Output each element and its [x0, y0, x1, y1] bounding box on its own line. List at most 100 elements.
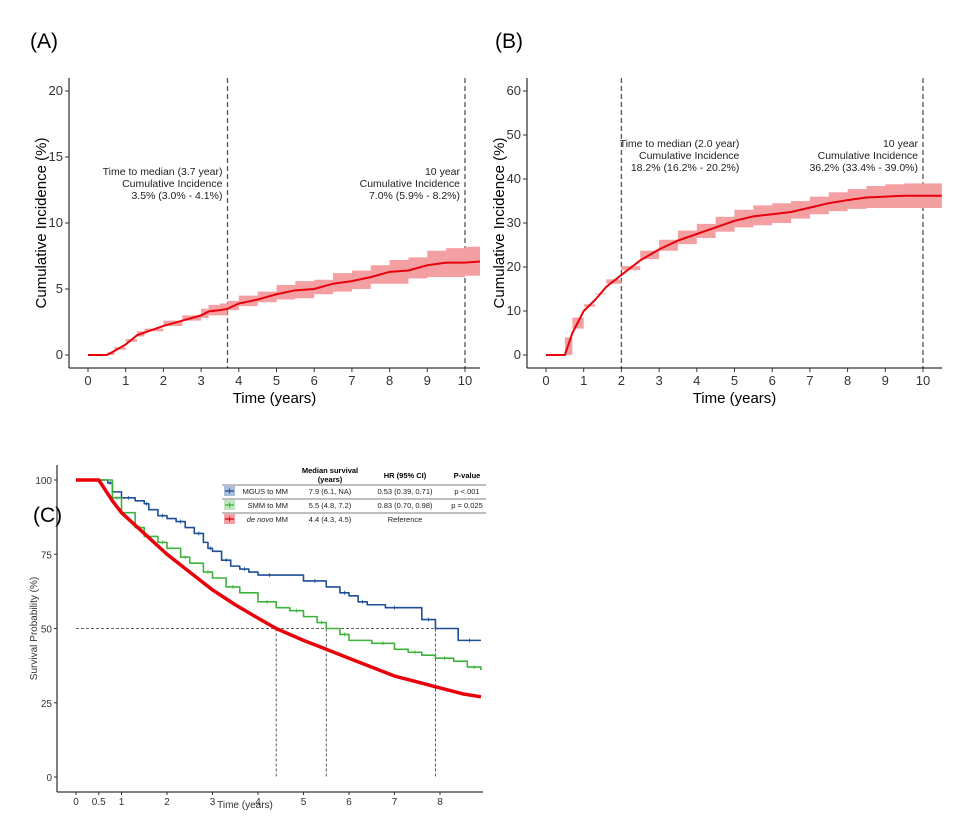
x-tick-label: 0: [73, 797, 79, 808]
legend-median: 7.9 (6.1, NA): [309, 487, 352, 496]
x-tick-label: 3: [210, 797, 216, 808]
y-tick-label: 10: [507, 303, 521, 318]
y-tick-label: 20: [49, 83, 63, 98]
y-tick-label: 75: [41, 550, 53, 561]
annotation-text: Cumulative Incidence: [360, 178, 461, 190]
x-tick-label: 9: [424, 373, 431, 388]
legend-hr: 0.53 (0.39, 0.71): [377, 487, 433, 496]
legend-label-italic: de novo: [247, 515, 274, 524]
x-tick-label: 0: [84, 373, 91, 388]
y-tick-label: 10: [49, 215, 63, 230]
panel-label: (A): [30, 30, 58, 53]
x-tick-label: 3: [197, 373, 204, 388]
plot-area: [88, 78, 480, 368]
annotation-text: 36.2% (33.4% - 39.0%): [809, 162, 918, 174]
y-tick-label: 60: [507, 83, 521, 98]
x-tick-label: 5: [731, 373, 738, 388]
annotation-text: 18.2% (16.2% - 20.2%): [631, 162, 740, 174]
y-tick-label: 0: [46, 773, 52, 784]
x-tick-label: 7: [348, 373, 355, 388]
annotation-text: Time to median (2.0 year): [620, 138, 740, 150]
x-tick-label: 2: [160, 373, 167, 388]
plot-area: [76, 478, 482, 777]
survival-line-3: [76, 478, 482, 699]
y-tick-label: 50: [41, 625, 53, 636]
legend-label: SMM to MM: [248, 501, 288, 510]
x-tick-label: 3: [655, 373, 662, 388]
x-axis-label: Time (years): [233, 390, 317, 407]
y-axis-label: Cumulative Incidence (%): [491, 138, 508, 309]
x-tick-label: 0.5: [92, 797, 106, 808]
legend-header: Median survival: [302, 466, 358, 475]
confidence-band: [88, 246, 480, 355]
x-tick-label: 1: [580, 373, 587, 388]
annotation-text: Time to median (3.7 year): [103, 166, 223, 178]
x-tick-label: 10: [458, 373, 472, 388]
x-tick-label: 9: [882, 373, 889, 388]
legend-label-rest: MM: [273, 515, 288, 524]
x-tick-label: 1: [122, 373, 129, 388]
annotation-text: 10 year: [883, 138, 919, 150]
x-tick-label: 4: [693, 373, 700, 388]
x-tick-label: 2: [164, 797, 170, 808]
y-tick-label: 50: [507, 127, 521, 142]
legend-pvalue: p = 0.025: [451, 501, 483, 510]
confidence-band: [546, 183, 942, 355]
y-tick-label: 30: [507, 215, 521, 230]
x-tick-label: 4: [235, 373, 242, 388]
panel-b: (B) 0 10 20 30 40 50 60 0 1 2 3 4 5 6 7 8 9 10 Time (years)…: [491, 30, 942, 407]
annotation-text: 10 year: [425, 166, 461, 178]
legend-median: 5.5 (4.8, 7.2): [309, 501, 352, 510]
panel-label: (C): [33, 504, 62, 527]
plot-area: [546, 78, 942, 368]
panel-label: (B): [495, 30, 523, 53]
panel-c: (C) 0 25 50 75 100 0 0.5 1 2 3 4 5 6 7 8 Time (years) Sur…: [29, 465, 486, 811]
y-tick-label: 0: [56, 347, 63, 362]
annotation-text: 3.5% (3.0% - 4.1%): [131, 190, 222, 202]
y-tick-label: 5: [56, 281, 63, 296]
x-axis-label: Time (years): [693, 390, 777, 407]
y-tick-label: 100: [35, 476, 52, 487]
x-tick-label: 1: [119, 797, 125, 808]
incidence-line: [546, 194, 942, 356]
legend-hr: Reference: [388, 515, 423, 524]
x-tick-label: 0: [542, 373, 549, 388]
y-tick-label: 15: [49, 149, 63, 164]
annotation-text: 7.0% (5.9% - 8.2%): [369, 190, 460, 202]
x-tick-label: 7: [392, 797, 398, 808]
x-tick-label: 6: [311, 373, 318, 388]
y-tick-label: 0: [514, 347, 521, 362]
x-tick-label: 2: [618, 373, 625, 388]
y-tick-label: 25: [41, 699, 53, 710]
x-tick-label: 10: [916, 373, 930, 388]
annotation-text: Cumulative Incidence: [818, 150, 919, 162]
legend-pvalue: p <.001: [454, 487, 479, 496]
x-tick-label: 6: [346, 797, 352, 808]
y-tick-label: 20: [507, 259, 521, 274]
legend-hr: 0.83 (0.70, 0.98): [377, 501, 433, 510]
y-axis-label: Survival Probability (%): [29, 577, 40, 680]
legend-header: (years): [318, 475, 343, 484]
x-tick-label: 8: [437, 797, 443, 808]
incidence-line: [88, 260, 480, 356]
x-tick-label: 5: [301, 797, 307, 808]
panel-a: (A) 0 5 10 15 20 0 1 2 3 4 5 6 7 8 9 10 Time (years) Cumul…: [30, 30, 480, 407]
legend-label: MGUS to MM: [243, 487, 288, 496]
legend-label: de novo MM: [247, 515, 288, 524]
annotation-text: Cumulative Incidence: [122, 178, 223, 190]
x-tick-label: 4: [255, 797, 261, 808]
legend-header: P-value: [454, 471, 481, 480]
y-tick-label: 40: [507, 171, 521, 186]
legend-table: Median survival(years) HR (95% CI) P-value…: [222, 466, 486, 524]
legend-header: HR (95% CI): [384, 471, 427, 480]
x-axis-label: Time (years): [217, 800, 273, 811]
survival-line-2: [98, 479, 482, 671]
legend-median: 4.4 (4.3, 4.5): [309, 515, 352, 524]
x-tick-label: 6: [769, 373, 776, 388]
x-tick-label: 8: [386, 373, 393, 388]
annotation-text: Cumulative Incidence: [639, 150, 740, 162]
x-tick-label: 8: [844, 373, 851, 388]
x-tick-label: 7: [806, 373, 813, 388]
x-tick-label: 5: [273, 373, 280, 388]
